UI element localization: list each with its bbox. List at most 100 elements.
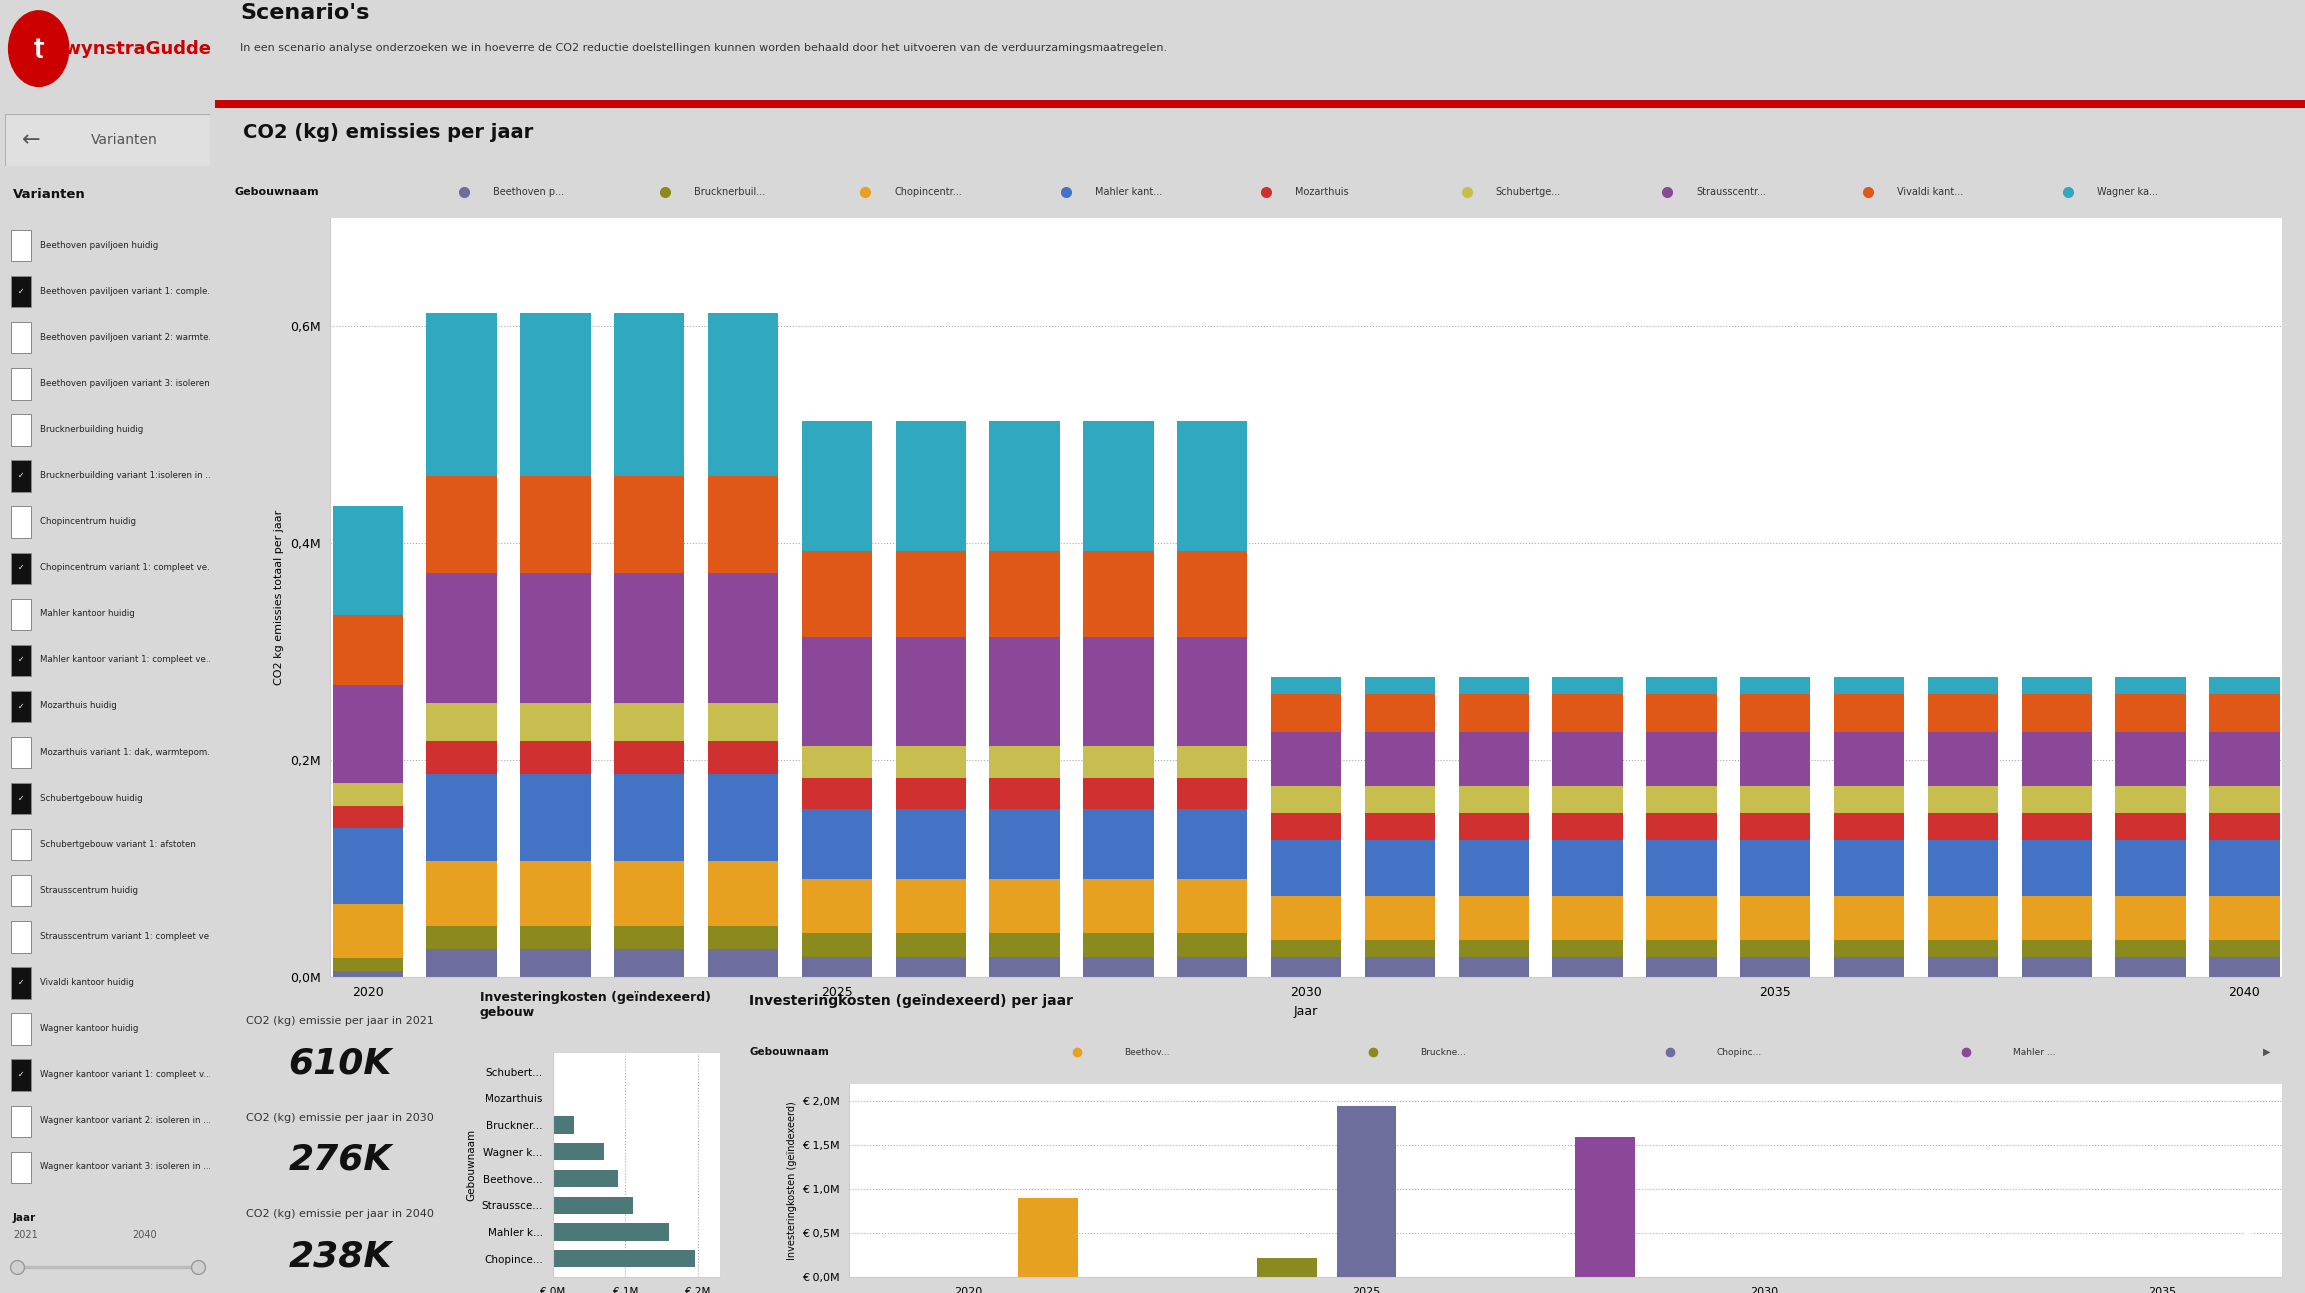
- Text: Beethoven paviljoen variant 2: warmte...: Beethoven paviljoen variant 2: warmte...: [39, 332, 217, 341]
- Text: Beethoven paviljoen huidig: Beethoven paviljoen huidig: [39, 240, 157, 250]
- Bar: [1365, 896, 1436, 940]
- Bar: [613, 313, 685, 476]
- Text: Wagner kantoor variant 3: isoleren in ...: Wagner kantoor variant 3: isoleren in ..…: [39, 1162, 210, 1171]
- Bar: [1740, 813, 1809, 840]
- Bar: [802, 551, 871, 637]
- Bar: [613, 861, 685, 926]
- Bar: [2208, 693, 2280, 732]
- Text: Investeringkosten (geïndexeerd)
gebouw: Investeringkosten (geïndexeerd) gebouw: [479, 992, 710, 1019]
- Bar: [1551, 693, 1623, 732]
- Bar: [897, 934, 966, 957]
- Bar: [12, 460, 32, 491]
- Bar: [2208, 678, 2280, 693]
- Bar: [1551, 840, 1623, 896]
- Bar: [12, 690, 32, 721]
- Bar: [897, 778, 966, 808]
- Text: Vivaldi kantoor huidig: Vivaldi kantoor huidig: [39, 978, 134, 987]
- Bar: [1835, 813, 1904, 840]
- Bar: [332, 614, 403, 685]
- Bar: [613, 573, 685, 703]
- Bar: [1646, 732, 1717, 786]
- Text: Strausscentrum variant 1: compleet ve...: Strausscentrum variant 1: compleet ve...: [39, 932, 217, 941]
- Bar: [1551, 732, 1623, 786]
- Text: Varianten: Varianten: [14, 189, 85, 202]
- Bar: [613, 741, 685, 775]
- Bar: [1178, 746, 1247, 778]
- Bar: [1083, 637, 1152, 746]
- Bar: [897, 808, 966, 879]
- Text: ▶: ▶: [2264, 1047, 2270, 1058]
- Bar: [1740, 693, 1809, 732]
- Bar: [2116, 813, 2185, 840]
- Bar: [1835, 896, 1904, 940]
- Bar: [1459, 678, 1528, 693]
- Text: Beethoven paviljoen variant 1: comple...: Beethoven paviljoen variant 1: comple...: [39, 287, 214, 296]
- Bar: [1178, 420, 1247, 551]
- Bar: [1365, 732, 1436, 786]
- Text: CO2 (kg) emissie per jaar in 2030: CO2 (kg) emissie per jaar in 2030: [247, 1112, 433, 1122]
- Bar: [1927, 957, 1998, 976]
- Bar: [1459, 786, 1528, 813]
- Bar: [12, 230, 32, 261]
- Bar: [553, 1196, 632, 1214]
- Text: Beethoven p...: Beethoven p...: [493, 187, 565, 197]
- Bar: [1927, 786, 1998, 813]
- Bar: [1459, 693, 1528, 732]
- Bar: [989, 746, 1060, 778]
- Y-axis label: Investeringkosten (geïndexeerd): Investeringkosten (geïndexeerd): [788, 1102, 798, 1261]
- Bar: [989, 420, 1060, 551]
- Bar: [989, 879, 1060, 934]
- Bar: [1551, 896, 1623, 940]
- Bar: [332, 685, 403, 782]
- Bar: [1270, 957, 1342, 976]
- Bar: [1178, 637, 1247, 746]
- Bar: [1551, 678, 1623, 693]
- Text: CO2 (kg) emissie per jaar in 2040: CO2 (kg) emissie per jaar in 2040: [247, 1209, 433, 1219]
- Text: Mozarthuis huidig: Mozarthuis huidig: [39, 702, 115, 710]
- Bar: [12, 784, 32, 815]
- Text: ʈ: ʈ: [32, 37, 44, 57]
- Bar: [1459, 813, 1528, 840]
- Text: CO2 (kg) emissie per jaar in 2021: CO2 (kg) emissie per jaar in 2021: [247, 1016, 433, 1027]
- Bar: [1270, 732, 1342, 786]
- Bar: [708, 949, 779, 976]
- Bar: [2116, 786, 2185, 813]
- Bar: [708, 703, 779, 741]
- Text: ✓: ✓: [18, 656, 25, 665]
- Y-axis label: Gebouwnaam: Gebouwnaam: [466, 1129, 475, 1201]
- Bar: [2116, 957, 2185, 976]
- Bar: [12, 1106, 32, 1137]
- Bar: [12, 552, 32, 584]
- Bar: [2021, 786, 2093, 813]
- Bar: [2116, 678, 2185, 693]
- Bar: [2116, 732, 2185, 786]
- Bar: [12, 645, 32, 676]
- Bar: [989, 808, 1060, 879]
- Bar: [2021, 693, 2093, 732]
- Bar: [2116, 693, 2185, 732]
- Bar: [426, 775, 498, 861]
- Bar: [613, 949, 685, 976]
- Bar: [1270, 813, 1342, 840]
- Bar: [1646, 693, 1717, 732]
- Bar: [897, 957, 966, 976]
- Bar: [1270, 786, 1342, 813]
- Bar: [1646, 896, 1717, 940]
- Text: ✳: ✳: [2234, 1217, 2261, 1250]
- Text: CO2 (kg) emissies per jaar: CO2 (kg) emissies per jaar: [242, 123, 532, 142]
- Bar: [12, 414, 32, 446]
- Text: Schubertgebouw huidig: Schubertgebouw huidig: [39, 794, 143, 803]
- Bar: [426, 861, 498, 926]
- Bar: [1459, 896, 1528, 940]
- Bar: [1337, 1106, 1397, 1277]
- Text: Scenario's: Scenario's: [240, 4, 369, 23]
- Text: ✓: ✓: [18, 978, 25, 987]
- Bar: [2021, 940, 2093, 957]
- Text: Wagner kantoor variant 2: isoleren in ...: Wagner kantoor variant 2: isoleren in ..…: [39, 1116, 210, 1125]
- Bar: [521, 861, 590, 926]
- Bar: [12, 507, 32, 538]
- Bar: [1551, 786, 1623, 813]
- Bar: [802, 808, 871, 879]
- Bar: [2208, 732, 2280, 786]
- Bar: [897, 879, 966, 934]
